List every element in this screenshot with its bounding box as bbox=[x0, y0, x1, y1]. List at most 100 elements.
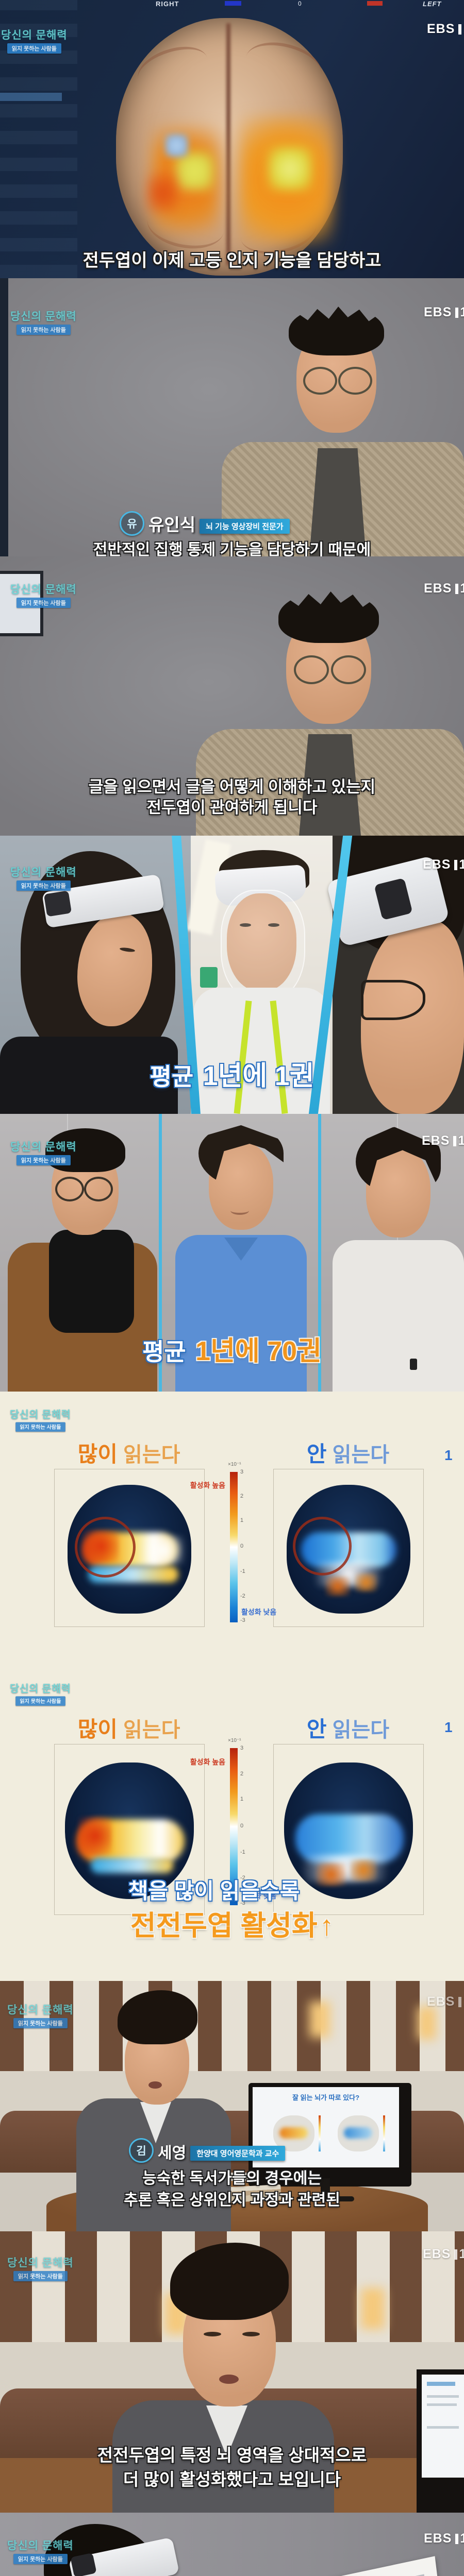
subtitle-line-2: 추론 혹은 상위인지 과정과 관련된 bbox=[124, 2192, 340, 2209]
program-logo-sub: 읽지 못하는 사람들 bbox=[16, 1155, 71, 1165]
frame-brain-slide-1: 당신의 문해력 읽지 못하는 사람들 1 많이 읽는다 안 읽는다 bbox=[0, 1392, 464, 1672]
scan-blue-bar bbox=[225, 1, 241, 6]
tick-m2: -2 bbox=[240, 1593, 245, 1599]
tick-2: 2 bbox=[240, 1771, 244, 1777]
name-initial-ring: 김 bbox=[129, 2138, 154, 2163]
subtitle-line-2: 더 많이 활성화했다고 보입니다 bbox=[123, 2470, 341, 2489]
readerB-shirt bbox=[175, 1235, 307, 1392]
caption-prefix: 평균 bbox=[150, 1063, 194, 1090]
program-logo-title: 당신의 문해력 bbox=[7, 2004, 74, 2016]
title-right-rest: 읽는다 bbox=[326, 1719, 390, 1741]
interviewee-glasses-2 bbox=[331, 655, 366, 684]
wall-light-2 bbox=[309, 2002, 330, 2038]
monitor-stand bbox=[321, 2178, 330, 2198]
interviewee-hair bbox=[278, 591, 379, 643]
woman-face-profile bbox=[77, 913, 152, 1026]
title-right-em: 안 bbox=[306, 1717, 327, 1741]
program-logo-sub: 읽지 못하는 사람들 bbox=[15, 1696, 65, 1706]
caption-value: 1년에 1권 bbox=[203, 1061, 314, 1091]
person-icon: 유 bbox=[120, 511, 144, 536]
brain-gyri-1 bbox=[132, 39, 213, 98]
interviewee-glasses bbox=[294, 655, 329, 684]
brain-box-left bbox=[54, 1744, 205, 1915]
program-logo-title: 당신의 문해력 bbox=[7, 2257, 74, 2269]
monitor-base bbox=[296, 2196, 354, 2201]
title-left-em: 많이 bbox=[77, 1442, 118, 1466]
title-left: 많이 읽는다 bbox=[54, 1437, 204, 1468]
subtitle: 전두엽이 이제 고등 인지 기능을 담당하고 bbox=[82, 251, 382, 270]
panel-right bbox=[326, 836, 464, 1114]
program-logo: 당신의 문해력 읽지 못하는 사람들 bbox=[10, 1407, 71, 1432]
colorbar-exponent: ×10⁻¹ bbox=[228, 1462, 241, 1467]
subtitle-line-2: 전두엽이 관여하게 됩니다 bbox=[146, 799, 318, 817]
brain-left bbox=[68, 1485, 191, 1614]
annotation-circle bbox=[75, 1517, 136, 1578]
ebs-logo-bar bbox=[458, 24, 462, 35]
title-right: 안 읽는다 bbox=[273, 1712, 423, 1743]
ebs-logo-bar bbox=[455, 583, 459, 594]
nametag-title: 한양대 영어영문학과 교수 bbox=[190, 2146, 286, 2161]
woman-headband-sensor bbox=[43, 890, 72, 917]
heat-cool-edge bbox=[91, 1858, 173, 1873]
readerA-glasses-2 bbox=[84, 1177, 113, 1201]
brain-left-back bbox=[65, 1762, 194, 1899]
subtitle: 전반적인 집행 통제 기능을 담당하기 때문에 bbox=[93, 541, 371, 556]
caption-value: 1년에 70권 bbox=[195, 1336, 322, 1366]
title-left: 많이 읽는다 bbox=[54, 1712, 204, 1743]
colorbar-label-high: 활성화 높음 bbox=[190, 1481, 225, 1489]
program-logo-sub: 읽지 못하는 사람들 bbox=[13, 2018, 68, 2028]
readerC-face bbox=[366, 1147, 430, 1238]
brain-gyri-2 bbox=[240, 35, 327, 97]
divider-1 bbox=[159, 1114, 162, 1392]
monitor-screen: 잘 읽는 뇌가 따로 있다? bbox=[253, 2087, 399, 2167]
colorbar-label-high: 활성화 높음 bbox=[190, 1758, 225, 1766]
program-logo: 당신의 문해력 읽지 못하는 사람들 bbox=[1, 27, 68, 54]
heat-orange-dot-2 bbox=[350, 1859, 377, 1881]
brain-fissure bbox=[226, 23, 230, 265]
ebs-logo-bar bbox=[455, 307, 459, 318]
face-shield bbox=[221, 890, 305, 1003]
program-logo: 당신의 문해력 읽지 못하는 사람들 bbox=[10, 1139, 77, 1165]
subtitle-line-1: 전전두엽의 특정 뇌 영역을 상대적으로 bbox=[97, 2446, 367, 2465]
title-left-rest: 읽는다 bbox=[117, 1444, 180, 1466]
monitor-mini-colorbar-2 bbox=[383, 2115, 385, 2151]
frame-writing-test: Q 뇌 활성화가 내용 이해에 미친 영향은? 당신의 문해력 읽지 못하는 사… bbox=[0, 2513, 464, 2576]
subject-headband-sensor bbox=[70, 2552, 97, 2576]
program-logo-sub: 읽지 못하는 사람들 bbox=[7, 43, 61, 54]
interviewee-glasses-2 bbox=[338, 367, 372, 395]
ebs-logo-bar bbox=[458, 1996, 462, 2007]
tick-2: 2 bbox=[240, 1493, 244, 1499]
panel-middle bbox=[186, 836, 333, 1114]
tick-1: 1 bbox=[240, 1796, 244, 1802]
tick-m1: -1 bbox=[240, 1568, 245, 1574]
monitor-sliver-screen bbox=[422, 2375, 464, 2478]
interviewee-glasses bbox=[303, 367, 337, 395]
program-logo-title: 당신의 문해력 bbox=[7, 2540, 74, 2552]
brain-box-left bbox=[54, 1469, 205, 1627]
exit-sign bbox=[200, 967, 218, 988]
heatmap-yellow-left bbox=[175, 152, 214, 191]
man2-glasses bbox=[361, 980, 425, 1020]
tick-3: 3 bbox=[240, 1745, 244, 1751]
stand-paper bbox=[295, 2556, 453, 2576]
up-arrow-icon: ↑ bbox=[320, 1910, 334, 1941]
program-logo-title: 당신의 문해력 bbox=[10, 1141, 77, 1153]
brain-box-right bbox=[273, 1469, 424, 1627]
subtitle-line-1: 글을 읽으면서 글을 어떻게 이해하고 있는지 bbox=[88, 778, 376, 796]
colorbar-label-low: 활성화 낮음 bbox=[241, 1892, 277, 1900]
overlay-caption-1: 책을 많이 읽을수록 bbox=[128, 1879, 300, 1903]
nametag-name: 세영 bbox=[158, 2145, 187, 2162]
page-number: 1 bbox=[444, 1447, 453, 1463]
divider-2 bbox=[318, 1114, 321, 1392]
ebs-logo-bar bbox=[453, 1136, 457, 1146]
program-logo-title: 당신의 문해력 bbox=[10, 311, 77, 323]
program-logo: 당신의 문해력 읽지 못하는 사람들 bbox=[7, 2537, 74, 2564]
readerA-glasses bbox=[55, 1177, 84, 1201]
brain-right-back bbox=[284, 1762, 413, 1899]
program-logo-title: 당신의 문해력 bbox=[1, 29, 68, 41]
program-logo-title: 당신의 문해력 bbox=[10, 1409, 71, 1420]
